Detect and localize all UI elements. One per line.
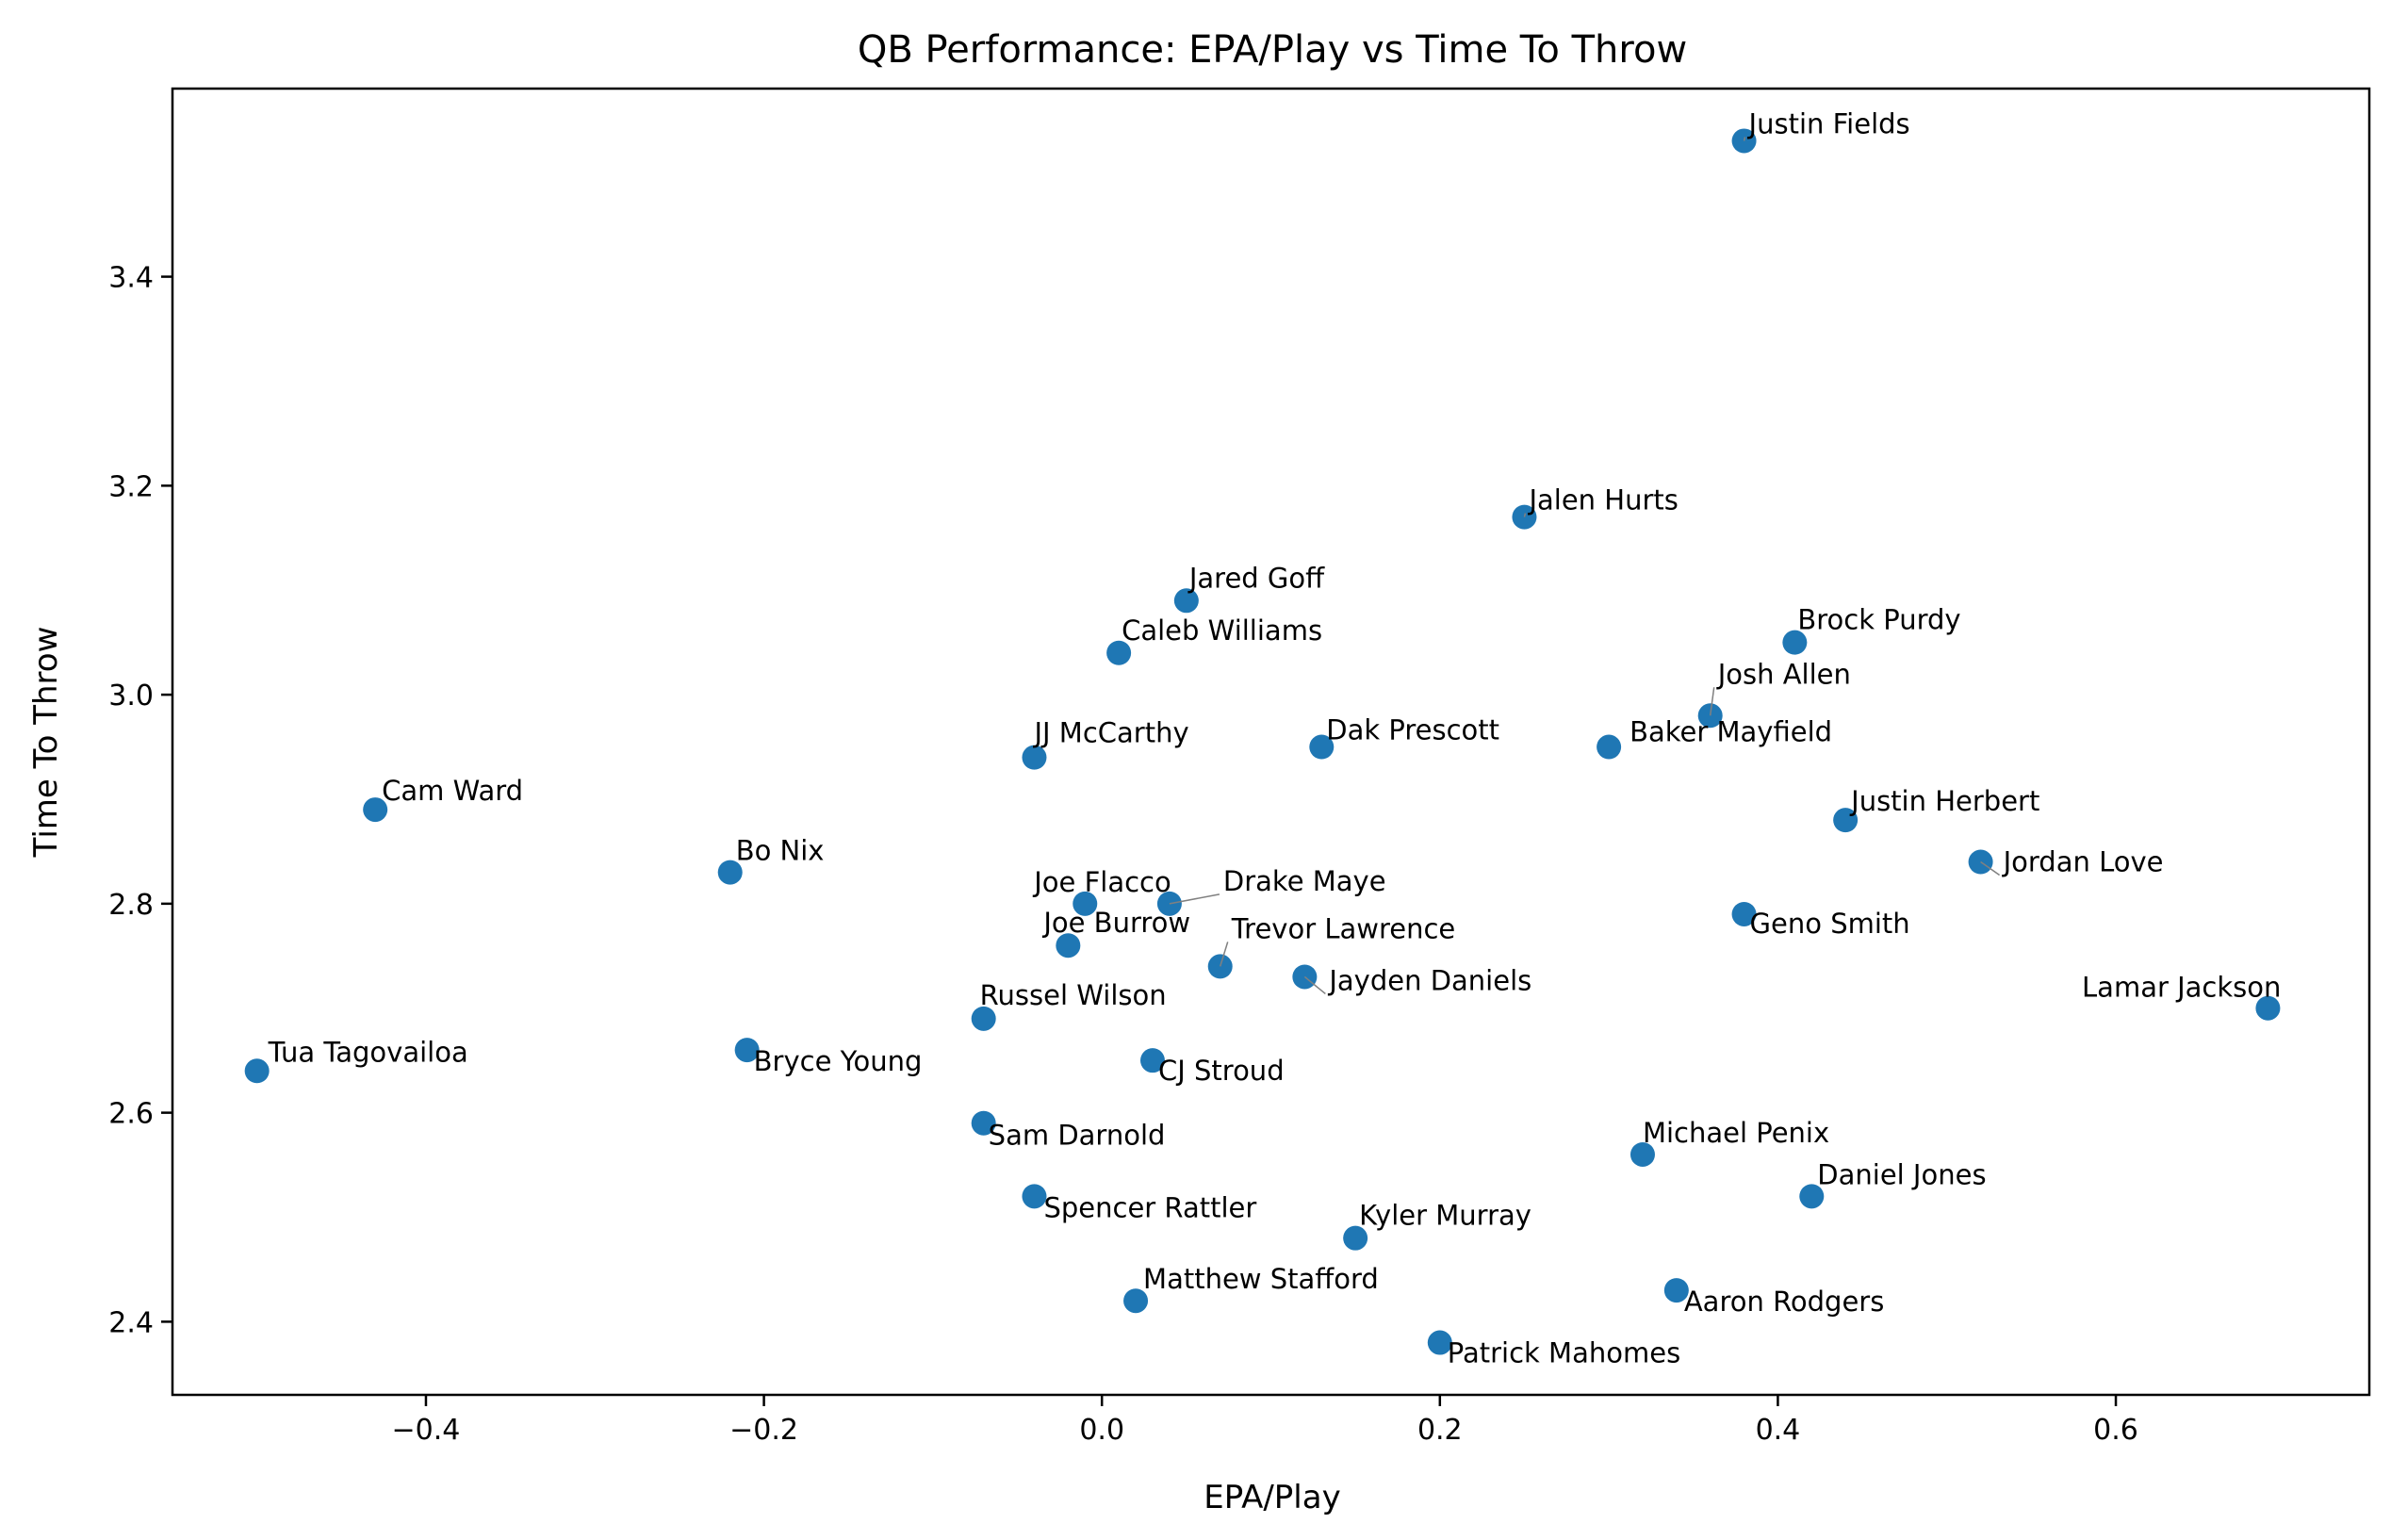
data-point-label: Josh Allen	[1716, 658, 1851, 690]
data-point	[1731, 901, 1757, 926]
data-point-label: Jordan Love	[2002, 846, 2164, 878]
data-point-label: Sam Darnold	[989, 1120, 1166, 1152]
data-point-label: Daniel Jones	[1817, 1158, 1986, 1190]
data-point	[1597, 734, 1622, 760]
data-point	[1173, 588, 1199, 614]
data-point-label: Tua Tagovailoa	[268, 1036, 468, 1068]
data-point-label: Jayden Daniels	[1327, 964, 1531, 996]
data-point-label: Matthew Stafford	[1143, 1263, 1379, 1295]
data-point	[1056, 933, 1081, 958]
y-tick-label: 3.0	[108, 680, 154, 713]
data-point	[1073, 891, 1098, 916]
data-point	[971, 1006, 996, 1031]
point-labels-layer: Justin Fields Jalen Hurts Jared Goff Brock …	[268, 107, 2282, 1368]
data-point-label: Michael Penix	[1643, 1117, 1829, 1149]
data-point-label: Trevor Lawrence	[1231, 912, 1456, 944]
data-point-label: Caleb Williams	[1122, 614, 1322, 647]
data-point	[1022, 1184, 1047, 1209]
x-tick-label: 0.6	[2093, 1414, 2138, 1447]
data-point-label: Geno Smith	[1750, 908, 1910, 940]
label-leader-line	[1743, 137, 1746, 141]
data-point-label: Justin Herbert	[1849, 785, 2039, 817]
data-point	[1833, 808, 1859, 833]
data-point	[717, 860, 743, 885]
data-point	[1427, 1330, 1452, 1355]
label-leader-line	[1523, 513, 1527, 517]
data-point-label: Kyler Murray	[1359, 1200, 1531, 1232]
label-leader-line	[1709, 687, 1715, 716]
data-point-label: Patrick Mahomes	[1448, 1337, 1680, 1369]
data-point	[1343, 1225, 1368, 1251]
label-leader-line	[1980, 860, 2001, 876]
data-point-label: Joe Burrow	[1041, 907, 1190, 939]
data-point-label: Drake Maye	[1223, 865, 1386, 897]
y-tick-label: 3.4	[108, 262, 154, 295]
data-point-label: Russel Wilson	[980, 979, 1167, 1011]
data-point	[1663, 1278, 1689, 1303]
data-point-label: Aaron Rodgers	[1684, 1286, 1885, 1318]
data-point-label: Baker Mayfield	[1629, 716, 1832, 748]
data-point	[1629, 1141, 1655, 1167]
data-point-label: Spencer Rattler	[1043, 1191, 1256, 1223]
data-point-label: Bryce Young	[754, 1045, 923, 1077]
data-point	[1139, 1048, 1165, 1073]
data-point	[1782, 630, 1808, 655]
data-point-label: Jalen Hurts	[1527, 484, 1678, 516]
data-point-label: Jared Goff	[1187, 562, 1325, 594]
data-point	[363, 797, 388, 823]
data-point	[244, 1058, 270, 1084]
x-tick-label: −0.2	[729, 1414, 798, 1447]
data-point	[1022, 745, 1047, 770]
points-layer	[244, 128, 2281, 1355]
data-point	[1106, 640, 1132, 665]
data-point-label: Dak Prescott	[1326, 714, 1499, 746]
data-point-label: Justin Fields	[1747, 107, 1910, 139]
data-point	[971, 1110, 996, 1136]
data-point-label: Joe Flacco	[1032, 866, 1171, 898]
x-tick-label: 0.4	[1756, 1414, 1801, 1447]
data-point-label: JJ McCarthy	[1032, 717, 1188, 749]
y-tick-label: 3.2	[108, 470, 154, 503]
x-axis-label: EPA/Play	[1204, 1479, 1340, 1516]
ticks-layer: −0.4 −0.2 0.0 0.2 0.4 0.6 2.4 2.6 2.8 3.0 3.2 3.4	[108, 262, 2138, 1447]
plot-frame	[171, 87, 2371, 1397]
data-point	[1309, 734, 1335, 760]
data-point	[1799, 1184, 1825, 1209]
data-point-label: Lamar Jackson	[2082, 972, 2281, 1004]
y-tick-label: 2.8	[108, 889, 154, 922]
data-point-label: Cam Ward	[382, 775, 523, 807]
data-point	[1123, 1288, 1149, 1314]
y-axis-label: Time To Throw	[27, 627, 65, 859]
label-leader-line	[1303, 975, 1326, 995]
x-tick-label: 0.2	[1417, 1414, 1463, 1447]
y-tick-label: 2.4	[108, 1306, 154, 1339]
label-leader-line	[1169, 893, 1220, 905]
data-point-label: Bo Nix	[736, 835, 825, 867]
data-point	[734, 1038, 760, 1063]
x-tick-label: −0.4	[392, 1414, 461, 1447]
y-tick-label: 2.6	[108, 1098, 154, 1131]
chart-title: QB Performance: EPA/Play vs Time To Thro…	[858, 28, 1687, 72]
x-tick-label: 0.0	[1079, 1414, 1124, 1447]
label-leader-line	[1219, 942, 1229, 967]
data-point	[2255, 995, 2281, 1021]
data-point-label: Brock Purdy	[1797, 604, 1960, 636]
data-point-label: CJ Stroud	[1158, 1055, 1285, 1087]
